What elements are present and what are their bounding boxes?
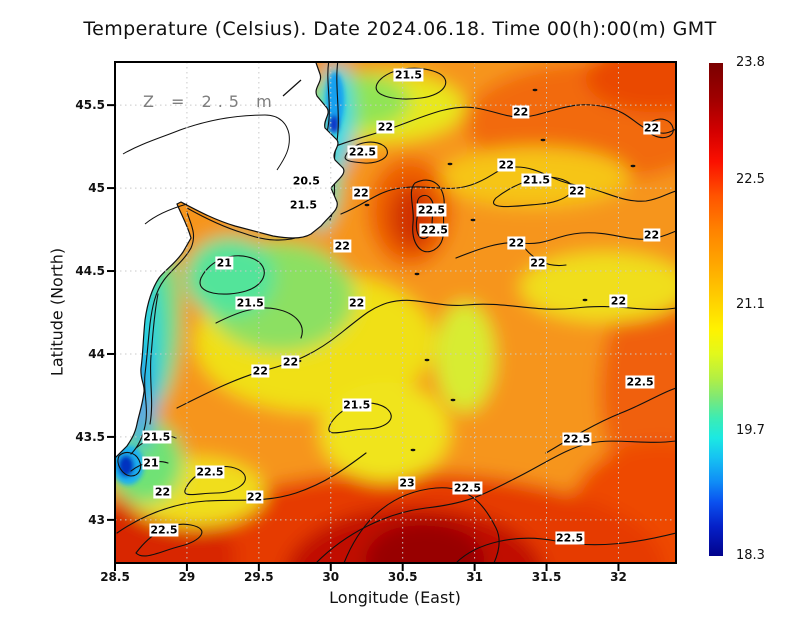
contour-label: 22 xyxy=(333,239,351,253)
temperature-map xyxy=(107,61,677,571)
x-axis-label: Longitude (East) xyxy=(329,588,461,607)
contour-label: 21.5 xyxy=(235,296,265,310)
contour-label: 22.5 xyxy=(347,145,377,159)
colorbar-tick-label: 23.8 xyxy=(736,55,765,70)
contour-label: 22 xyxy=(609,294,628,308)
contour-label: 22.5 xyxy=(625,375,655,389)
contour-label: 22.5 xyxy=(452,481,482,495)
y-tick-label: 44.5 xyxy=(75,264,105,279)
contour-label: 22 xyxy=(348,296,366,310)
contour-label: 22 xyxy=(352,186,370,200)
x-tick-label: 30 xyxy=(322,570,340,584)
contour-label: 21.5 xyxy=(521,173,552,187)
contour-label: 22 xyxy=(251,364,269,378)
y-tick-label: 45.5 xyxy=(75,98,105,113)
colorbar-tick-label: 19.7 xyxy=(736,422,765,438)
contour-label: 22 xyxy=(642,228,661,242)
contour-label: 21 xyxy=(142,456,160,470)
x-tick-label: 31 xyxy=(466,570,483,584)
contour-label: 22.5 xyxy=(195,465,225,479)
colorbar-tick-label: 18.3 xyxy=(736,548,765,563)
contour-label: 22 xyxy=(511,105,530,119)
contour-label: 21 xyxy=(215,256,233,270)
x-tick-label: 32 xyxy=(610,570,627,584)
estuary-line xyxy=(282,79,302,97)
contour-label: 21.5 xyxy=(142,430,172,444)
contour-label: 23 xyxy=(398,476,416,490)
contour-label: 22 xyxy=(376,120,395,134)
contour-label: 22.5 xyxy=(419,223,449,237)
contour-label: 22 xyxy=(281,355,300,369)
x-tick-label: 28.5 xyxy=(100,570,130,584)
inlet-outline xyxy=(144,203,188,225)
contour-label: 22.5 xyxy=(416,203,447,217)
y-tick-label: 44 xyxy=(88,346,105,361)
colorbar-tick-label: 22.5 xyxy=(736,171,765,187)
contour-label: 22 xyxy=(529,256,547,270)
axis-ticks xyxy=(107,104,620,571)
y-tick-label: 43 xyxy=(88,512,105,527)
y-tick-label: 45 xyxy=(88,181,105,196)
coastline xyxy=(115,62,345,459)
y-tick-label: 43.5 xyxy=(75,429,105,444)
contour-label: 22.5 xyxy=(149,523,179,537)
x-tick-label: 29 xyxy=(178,570,196,584)
contour-label: 22 xyxy=(568,184,586,198)
depth-annotation: Z = 2.5 m xyxy=(143,92,278,111)
contour-label: 22 xyxy=(507,236,525,250)
land-mask xyxy=(115,62,345,459)
colorbar-tick-label: 21.1 xyxy=(736,297,765,313)
x-tick-label: 30.5 xyxy=(387,570,418,584)
contour-label: 22 xyxy=(245,490,264,504)
x-tick-label: 29.5 xyxy=(244,570,274,584)
contour-label: 21.5 xyxy=(342,398,372,412)
plot-area: Z = 2.5 m 21.5 22 22 22 22.5 22 21.5 20.5 22 22 21… xyxy=(107,61,677,571)
contour-label: 22 xyxy=(642,121,661,135)
x-tick-label: 31.5 xyxy=(531,570,562,584)
contour-label: 20.5 xyxy=(291,174,321,188)
lagoon-outline xyxy=(122,114,290,171)
contour-label: 21.5 xyxy=(393,68,424,82)
colorbar xyxy=(709,63,723,556)
contour-specks xyxy=(296,88,636,452)
chart-title: Temperature (Celsius). Date 2024.06.18. … xyxy=(83,18,717,40)
contour-label: 22.5 xyxy=(554,531,585,545)
contour-label: 22.5 xyxy=(562,432,592,446)
contour-label: 22 xyxy=(497,158,515,172)
contour-label: 21.5 xyxy=(288,198,319,212)
contour-label: 22 xyxy=(153,485,172,499)
plot-frame xyxy=(114,61,677,564)
